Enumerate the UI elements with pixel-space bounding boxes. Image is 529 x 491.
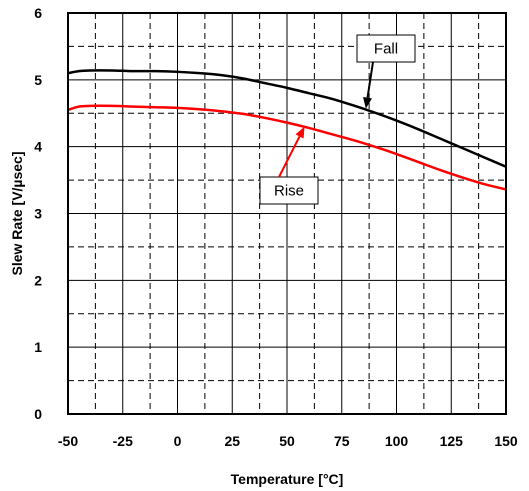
plot-frame: [67, 12, 507, 415]
x-tick-label: 75: [334, 433, 350, 449]
x-tick-label: 125: [440, 433, 464, 449]
x-tick-label: 0: [174, 433, 182, 449]
y-tick-label: 4: [34, 139, 42, 155]
y-tick-label: 6: [34, 5, 42, 21]
tick-labels: -50 -25 0 25 50 75 100 125 150 0 1 2 3 4 5 6: [34, 5, 518, 449]
y-tick-label: 5: [34, 72, 42, 88]
callout-box-fall: [356, 34, 416, 63]
y-axis-label: Slew Rate [V/µsec]: [9, 151, 25, 275]
series-line-rise: [67, 104, 507, 191]
callouts: Fall Rise: [259, 34, 416, 205]
x-tick-label: -25: [113, 433, 133, 449]
callout-arrowhead-rise: [295, 126, 305, 139]
x-tick-label: 100: [385, 433, 409, 449]
y-tick-label: 1: [34, 339, 42, 355]
callout-box-rise: [259, 176, 319, 205]
y-tick-label: 0: [34, 406, 42, 422]
x-tick-label: -50: [58, 433, 78, 449]
y-tick-label: 3: [34, 206, 42, 222]
callout-arrow-fall: [366, 61, 374, 98]
series-line-fall: [67, 69, 507, 168]
x-tick-label: 50: [279, 433, 295, 449]
callout-arrowhead-fall: [363, 97, 372, 109]
callout-arrow-rise: [278, 135, 301, 178]
callout-label-rise: Rise: [274, 183, 304, 200]
series-layer: [67, 69, 507, 191]
x-tick-label: 150: [494, 433, 518, 449]
y-tick-label: 2: [34, 272, 42, 288]
x-tick-label: 25: [224, 433, 240, 449]
callout-label-fall: Fall: [374, 41, 398, 58]
x-axis-label: Temperature [°C]: [231, 471, 344, 487]
